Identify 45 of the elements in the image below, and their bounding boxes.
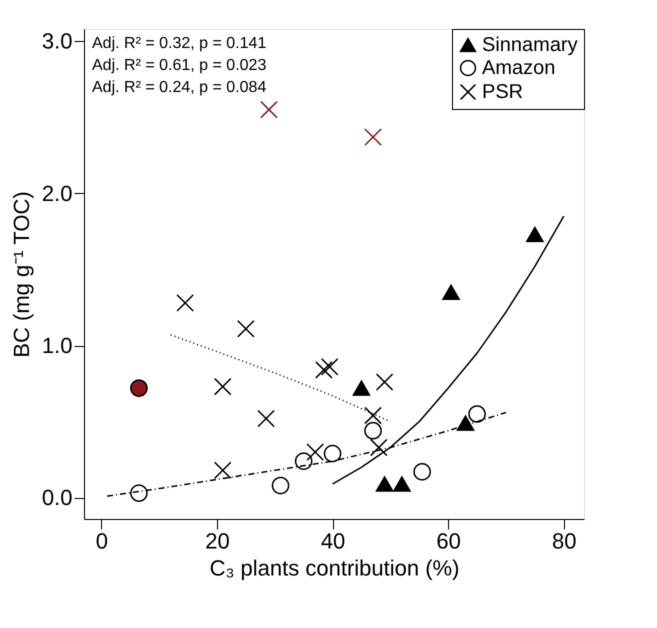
x-tick-label: 20 <box>205 528 230 554</box>
point <box>376 476 394 492</box>
point <box>130 379 148 397</box>
point <box>352 380 370 396</box>
point <box>306 443 324 461</box>
point <box>364 406 382 424</box>
point <box>315 361 333 379</box>
point <box>176 294 194 312</box>
x-tick-label: 40 <box>320 528 346 554</box>
point <box>272 476 290 494</box>
point <box>294 452 312 470</box>
point <box>526 226 544 242</box>
x-tick-label: 80 <box>552 528 577 554</box>
point <box>442 284 460 300</box>
x-axis-title: C₃ plants contribution (%) <box>210 556 460 580</box>
point <box>214 378 232 396</box>
annotation: Adj. R² = 0.24, p = 0.084 <box>92 79 266 96</box>
point <box>364 422 382 440</box>
point <box>260 100 278 118</box>
legend-label: PSR <box>482 81 524 103</box>
point <box>376 373 394 391</box>
y-axis-title: BC (mg g⁻¹ TOC) <box>8 191 34 358</box>
y-tick-label: 1.0 <box>42 333 72 358</box>
point <box>214 461 232 480</box>
line-series <box>170 334 392 422</box>
annotation: Adj. R² = 0.61, p = 0.023 <box>92 57 266 74</box>
point <box>370 438 388 456</box>
point <box>364 128 382 146</box>
y-tick-label: 3.0 <box>42 28 72 54</box>
point <box>413 463 431 481</box>
legend-label: Amazon <box>482 57 556 79</box>
x-tick-label: 60 <box>436 528 461 554</box>
point <box>456 415 474 431</box>
point <box>393 476 411 492</box>
point <box>468 405 486 423</box>
y-tick-label: 2.0 <box>42 180 72 206</box>
point <box>320 358 338 376</box>
legend-label: Sinnamary <box>482 34 578 56</box>
point <box>130 484 148 502</box>
point <box>257 410 275 428</box>
x-tick-label: 0 <box>96 528 108 554</box>
point <box>237 320 255 338</box>
point <box>324 444 342 462</box>
y-tick-label: 0.0 <box>42 485 72 510</box>
annotation: Adj. R² = 0.32, p = 0.141 <box>92 35 266 52</box>
